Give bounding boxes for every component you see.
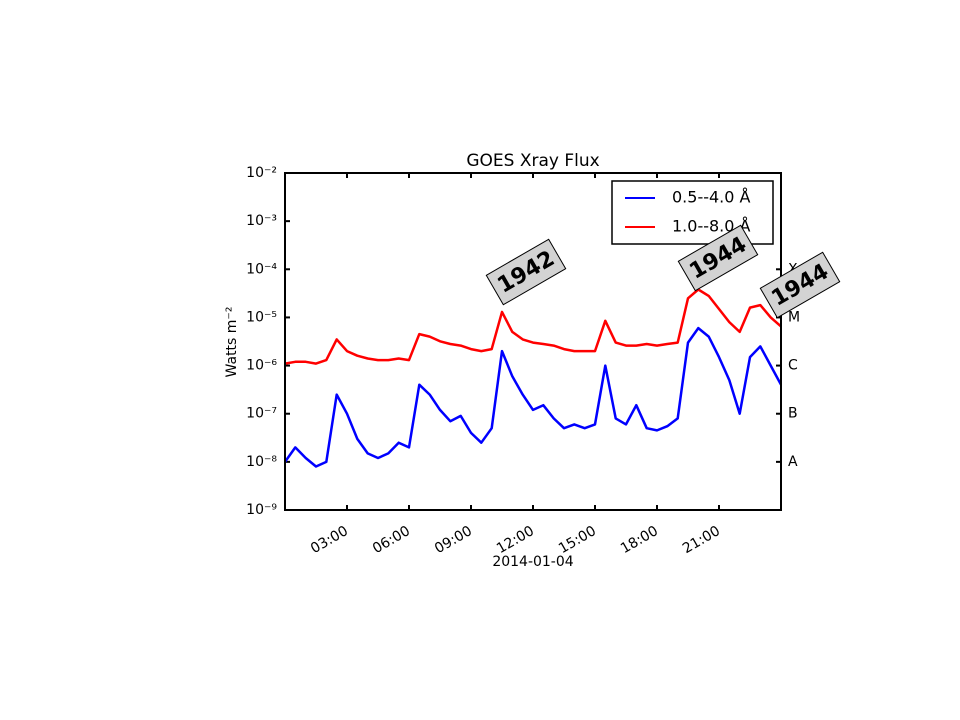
y-tick-label: 10⁻⁶: [246, 358, 277, 374]
y-tick-label: 10⁻⁵: [246, 309, 277, 325]
y2-tick-label: M: [788, 309, 800, 325]
annotation-box: [485, 238, 567, 306]
y-tick-label: 10⁻⁷: [246, 406, 277, 422]
y-axis-label: Watts m⁻²: [224, 307, 240, 378]
legend-label: 0.5--4.0 Å: [672, 188, 751, 207]
series-line: [283, 326, 783, 468]
y-tick-label: 10⁻³: [246, 213, 277, 229]
y2-tick-label: A: [788, 454, 798, 470]
annotation-box: [759, 251, 841, 319]
chart-title: GOES Xray Flux: [466, 151, 599, 171]
x-axis-label: 2014-01-04: [492, 554, 573, 570]
y-tick-label: 10⁻²: [246, 165, 277, 181]
legend-box: [611, 180, 774, 245]
annotation-box: [677, 224, 759, 292]
y-tick-label: 10⁻⁸: [246, 454, 277, 470]
y2-tick-label: B: [788, 406, 798, 422]
y2-tick-label: C: [788, 358, 798, 374]
y-tick-label: 10⁻⁴: [246, 261, 277, 277]
plot-frame: [284, 172, 782, 511]
y-tick-label: 10⁻⁹: [246, 502, 277, 518]
